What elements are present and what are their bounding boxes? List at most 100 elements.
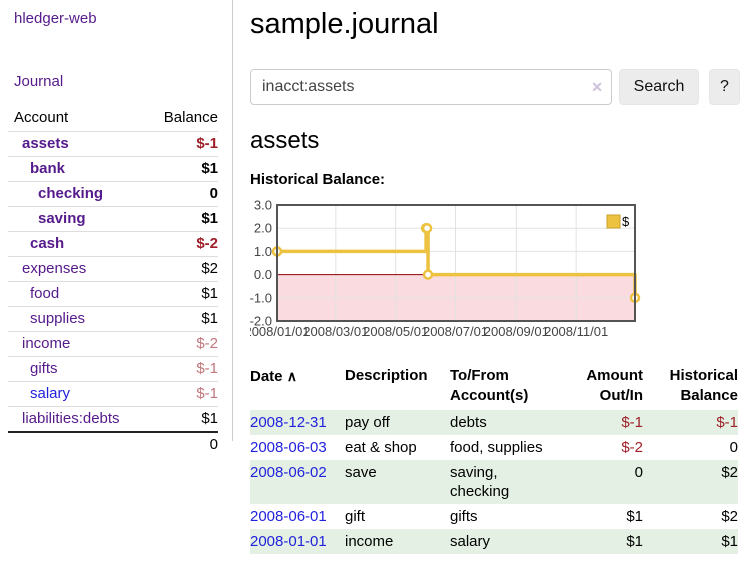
accounts-total-value: 0 <box>144 431 218 457</box>
clear-search-icon[interactable]: ✕ <box>591 79 603 95</box>
transaction-balance: $-1 <box>716 414 738 431</box>
search-form: ✕ Search ? <box>250 69 742 105</box>
account-row: assets $-1 <box>8 131 218 157</box>
transaction-description: pay off <box>345 414 390 431</box>
svg-text:-2.0: -2.0 <box>250 314 272 329</box>
account-row: gifts $-1 <box>8 356 218 382</box>
transaction-accounts: salary <box>450 533 491 550</box>
transaction-description: income <box>345 533 394 550</box>
transaction-accounts: gifts <box>450 508 478 525</box>
transaction-accounts: saving, checking <box>450 464 510 500</box>
register-row: 2008-06-01 gift gifts $1 $2 <box>250 504 738 529</box>
register-header-description: Description <box>345 367 428 384</box>
register-header-amount: Amount Out/In <box>586 367 643 404</box>
account-link[interactable]: assets <box>22 135 69 152</box>
register-header-row: Date ∧ Description To/From Account(s) Am… <box>250 366 738 410</box>
register-header-date[interactable]: Date ∧ <box>250 368 297 385</box>
account-link[interactable]: bank <box>30 160 66 177</box>
transaction-accounts: debts <box>450 414 487 431</box>
svg-text:2008/05/01: 2008/05/01 <box>363 324 428 339</box>
account-row: food $1 <box>8 281 218 307</box>
register-table-body: 2008-12-31 pay off debts $-1 $-1 2008-06-03 ea… <box>250 410 738 554</box>
search-button[interactable]: Search <box>619 69 699 105</box>
account-balance: $1 <box>144 281 218 307</box>
account-link[interactable]: checking <box>38 185 104 202</box>
account-link[interactable]: liabilities:debts <box>22 410 120 427</box>
transaction-date-link[interactable]: 2008-06-01 <box>250 508 327 525</box>
svg-text:2008/09/01: 2008/09/01 <box>484 324 549 339</box>
account-row: liabilities:debts $1 <box>8 406 218 432</box>
svg-text:2008/03/01: 2008/03/01 <box>303 324 368 339</box>
svg-text:-1.0: -1.0 <box>250 290 272 305</box>
transaction-description: eat & shop <box>345 439 417 456</box>
account-row: bank $1 <box>8 156 218 182</box>
account-link[interactable]: income <box>22 335 71 352</box>
account-balance: $1 <box>144 206 218 232</box>
register-row: 2008-06-03 eat & shop food, supplies $-2 0 <box>250 435 738 460</box>
svg-text:0.0: 0.0 <box>254 267 272 282</box>
transaction-balance: $2 <box>721 508 738 525</box>
account-balance: $1 <box>144 406 218 432</box>
account-row: supplies $1 <box>8 306 218 332</box>
svg-text:$: $ <box>622 214 630 229</box>
account-balance: $-1 <box>144 381 218 407</box>
transaction-date-link[interactable]: 2008-06-02 <box>250 464 327 481</box>
account-row: cash $-2 <box>8 231 218 257</box>
account-balance: $1 <box>144 156 218 182</box>
account-heading: assets <box>250 127 320 154</box>
transaction-amount: $-1 <box>621 414 643 431</box>
search-box: ✕ <box>250 69 612 105</box>
account-link[interactable]: saving <box>38 210 86 227</box>
account-link[interactable]: cash <box>30 235 65 252</box>
account-link[interactable]: salary <box>30 385 71 402</box>
transaction-balance: 0 <box>729 439 738 456</box>
search-input[interactable] <box>250 69 612 105</box>
transaction-amount: 0 <box>634 464 643 481</box>
chart-wrap: 3.0 2.0 1.0 0.0 -1.0 -2.0 2008/01/01 2008/03/01… <box>244 193 742 348</box>
sidebar: hledger-web Journal Account Balance asse… <box>0 0 233 457</box>
svg-text:2.0: 2.0 <box>254 221 272 236</box>
register-row: 2008-01-01 income salary $1 $1 <box>250 529 738 554</box>
svg-text:3.0: 3.0 <box>254 198 272 213</box>
account-balance: $-1 <box>144 356 218 382</box>
account-balance: $2 <box>144 256 218 282</box>
balance-chart: 3.0 2.0 1.0 0.0 -1.0 -2.02008/01/012008/03/01… <box>244 198 641 339</box>
account-link[interactable]: gifts <box>30 360 58 377</box>
account-balance: 0 <box>144 181 218 207</box>
accounts-header-row: Account Balance <box>8 106 218 132</box>
register-row: 2008-12-31 pay off debts $-1 $-1 <box>250 410 738 435</box>
sort-asc-icon: ∧ <box>286 368 297 384</box>
register-header-accounts: To/From Account(s) <box>450 367 529 404</box>
help-button[interactable]: ? <box>709 69 740 105</box>
account-row: salary $-1 <box>8 381 218 407</box>
accounts-header-balance: Balance <box>163 109 218 126</box>
transaction-balance: $1 <box>721 533 738 550</box>
page-title: sample.journal <box>250 8 439 40</box>
sidebar-item-journal[interactable]: Journal <box>14 73 64 90</box>
transaction-description: gift <box>345 508 366 525</box>
transaction-date-link[interactable]: 2008-01-01 <box>250 533 327 550</box>
brand-link[interactable]: hledger-web <box>14 10 97 27</box>
transaction-balance: $2 <box>721 464 738 481</box>
account-link[interactable]: supplies <box>30 310 86 327</box>
transaction-date-link[interactable]: 2008-06-03 <box>250 439 327 456</box>
accounts-total-row: 0 <box>8 431 218 457</box>
transaction-amount: $-2 <box>621 439 643 456</box>
account-row: checking 0 <box>8 181 218 207</box>
accounts-header-account: Account <box>14 109 69 126</box>
accounts-table: Account Balance assets $-1 bank $1 checking 0… <box>8 106 218 457</box>
account-balance: $-2 <box>144 331 218 357</box>
transaction-date-link[interactable]: 2008-12-31 <box>250 414 327 431</box>
svg-text:2008/07/01: 2008/07/01 <box>423 324 488 339</box>
accounts-table-body: assets $-1 bank $1 checking 0 saving $1 cash $-2 e… <box>8 131 218 457</box>
transaction-amount: $1 <box>626 533 643 550</box>
account-balance: $-2 <box>144 231 218 257</box>
transaction-description: save <box>345 464 377 481</box>
account-link[interactable]: food <box>30 285 60 302</box>
account-link[interactable]: expenses <box>22 260 87 277</box>
account-row: expenses $2 <box>8 256 218 282</box>
main-content: sample.journal ✕ Search ? assets Histori… <box>244 0 742 554</box>
register-header-balance: Historical Balance <box>669 367 738 404</box>
chart-label: Historical Balance: <box>250 171 386 188</box>
register-row: 2008-06-02 save saving, checking 0 $2 <box>250 460 738 504</box>
